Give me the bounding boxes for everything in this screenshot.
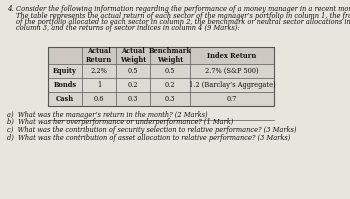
Bar <box>48 92 274 106</box>
Text: Benchmark
Weight: Benchmark Weight <box>148 47 191 64</box>
Bar <box>48 47 274 106</box>
Text: Actual
Return: Actual Return <box>86 47 112 64</box>
Text: 0.2: 0.2 <box>128 81 138 89</box>
Text: of the portfolio allocated to each sector in column 2, the benchmark or neutral : of the portfolio allocated to each secto… <box>16 18 350 26</box>
Text: a)  What was the manager’s return in the month? (2 Marks): a) What was the manager’s return in the … <box>7 111 208 119</box>
Text: 0.2: 0.2 <box>165 81 175 89</box>
Text: c)  What was the contribution of security selection to relative performance? (3 : c) What was the contribution of security… <box>7 126 296 134</box>
Text: 1: 1 <box>97 81 101 89</box>
Text: 0.3: 0.3 <box>165 95 175 103</box>
Text: 0.5: 0.5 <box>128 67 138 75</box>
Text: 4.: 4. <box>7 5 14 13</box>
Text: 2.2%: 2.2% <box>91 67 107 75</box>
Bar <box>48 47 274 64</box>
Bar <box>48 64 274 78</box>
Bar <box>48 78 274 92</box>
Text: 0.6: 0.6 <box>94 95 104 103</box>
Text: The table represents the actual return of each sector of the manager’s portfolio: The table represents the actual return o… <box>16 12 350 20</box>
Text: 1.2 (Barclay’s Aggregate): 1.2 (Barclay’s Aggregate) <box>189 81 275 89</box>
Bar <box>48 47 274 106</box>
Text: 0.7: 0.7 <box>227 95 237 103</box>
Text: Actual
Weight: Actual Weight <box>120 47 146 64</box>
Text: 2.7% (S&P 500): 2.7% (S&P 500) <box>205 67 259 75</box>
Text: Index Return: Index Return <box>207 52 257 60</box>
Text: Equity: Equity <box>53 67 77 75</box>
Text: 0.5: 0.5 <box>165 67 175 75</box>
Text: Cash: Cash <box>56 95 74 103</box>
Text: d)  What was the contribution of asset allocation to relative performance? (3 Ma: d) What was the contribution of asset al… <box>7 134 290 141</box>
Text: column 3, and the returns of sector indices in column 4 (9 Marks):: column 3, and the returns of sector indi… <box>16 24 240 32</box>
Text: Bonds: Bonds <box>54 81 77 89</box>
Text: b)  What was her overperformance or underperformance? (1 Mark): b) What was her overperformance or under… <box>7 118 233 127</box>
Text: Consider the following information regarding the performance of a money manager : Consider the following information regar… <box>16 5 350 13</box>
Text: 0.3: 0.3 <box>128 95 138 103</box>
